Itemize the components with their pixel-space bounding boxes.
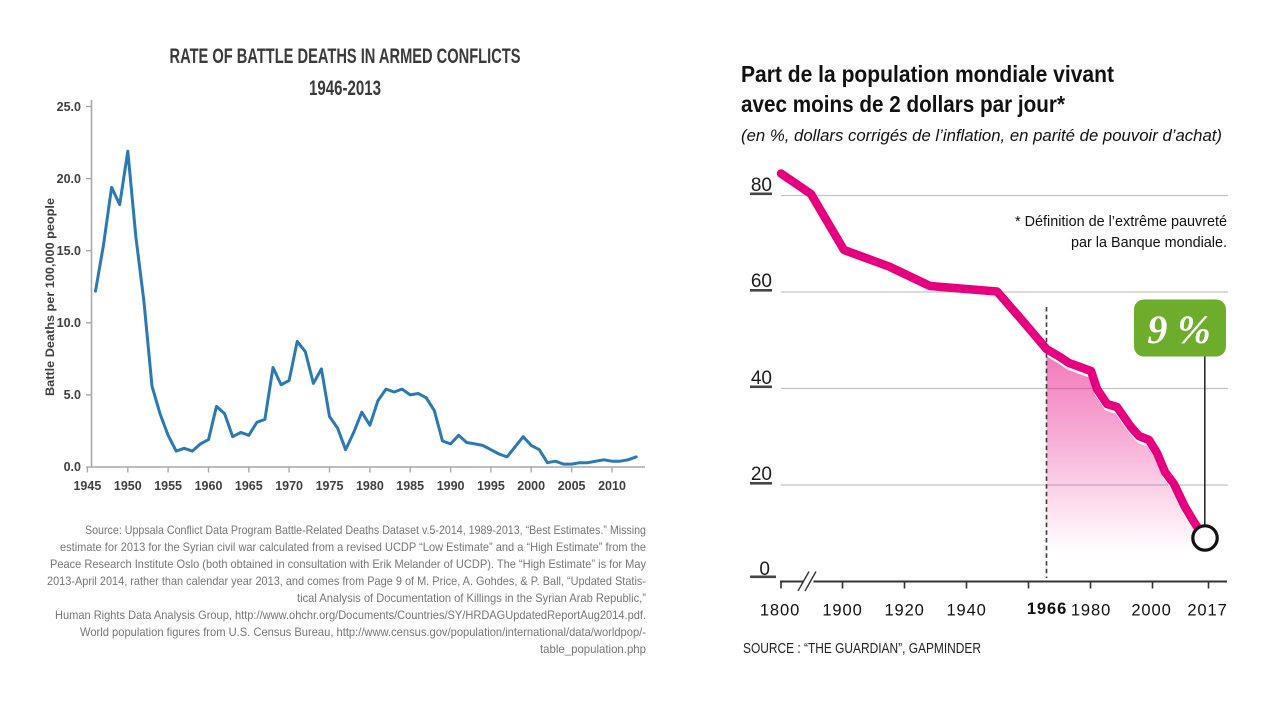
svg-text:tical Analysis of Documentatio: tical Analysis of Documentation of Killi… [297, 591, 646, 605]
svg-text:1900: 1900 [822, 602, 862, 620]
svg-text:10.0: 10.0 [57, 316, 81, 330]
svg-text:2013-April 2014, rather than c: 2013-April 2014, rather than calendar ye… [47, 574, 646, 588]
svg-text:2017: 2017 [1187, 602, 1227, 620]
svg-text:2005: 2005 [558, 479, 586, 493]
svg-text:2000: 2000 [1131, 602, 1171, 620]
svg-text:15.0: 15.0 [57, 244, 81, 258]
svg-text:Source: Uppsala Conflict Data: Source: Uppsala Conflict Data Program Ba… [85, 523, 646, 537]
svg-text:40: 40 [751, 368, 772, 389]
svg-text:1975: 1975 [316, 479, 344, 493]
svg-text:SOURCE : “THE GUARDIAN”, GAPMI: SOURCE : “THE GUARDIAN”, GAPMINDER [743, 641, 981, 657]
svg-text:Peace Research Institute Oslo: Peace Research Institute Oslo (both obta… [50, 557, 646, 571]
svg-text:25.0: 25.0 [57, 100, 81, 114]
svg-text:2010: 2010 [598, 479, 626, 493]
svg-text:9 %: 9 % [1147, 307, 1210, 352]
svg-text:* Définition de l’extrême pauv: * Définition de l’extrême pauvreté [1015, 213, 1227, 230]
svg-text:1990: 1990 [437, 479, 465, 493]
svg-text:par la Banque mondiale.: par la Banque mondiale. [1071, 234, 1227, 251]
svg-text:20: 20 [751, 464, 772, 485]
svg-text:5.0: 5.0 [64, 388, 81, 402]
svg-text:2000: 2000 [517, 479, 545, 493]
svg-text:Battle Deaths per 100,000 peop: Battle Deaths per 100,000 people [45, 198, 57, 396]
svg-text:1980: 1980 [1071, 602, 1111, 620]
svg-text:1946-2013: 1946-2013 [309, 76, 381, 100]
svg-text:estimate for 2013 for the Syri: estimate for 2013 for the Syrian civil w… [60, 540, 646, 554]
svg-text:0: 0 [759, 559, 770, 580]
svg-text:60: 60 [751, 271, 772, 292]
svg-text:table_population.php: table_population.php [540, 642, 646, 656]
svg-text:1970: 1970 [275, 479, 303, 493]
svg-text:(en %, dollars corrigés de l’i: (en %, dollars corrigés de l’inflation, … [741, 127, 1222, 145]
svg-text:1940: 1940 [946, 602, 986, 620]
svg-text:1995: 1995 [477, 479, 505, 493]
svg-text:20.0: 20.0 [57, 172, 81, 186]
svg-text:World population figures from: World population figures from U.S. Censu… [80, 625, 646, 639]
svg-text:1960: 1960 [195, 479, 223, 493]
svg-text:1985: 1985 [396, 479, 424, 493]
svg-text:avec moins de 2 dollars par jo: avec moins de 2 dollars par jour* [741, 91, 1066, 117]
svg-text:1955: 1955 [154, 479, 182, 493]
svg-text:1965: 1965 [235, 479, 263, 493]
svg-text:RATE OF BATTLE DEATHS IN ARMED: RATE OF BATTLE DEATHS IN ARMED CONFLICTS [170, 44, 521, 68]
svg-text:0.0: 0.0 [64, 460, 81, 474]
svg-text:1966: 1966 [1027, 600, 1067, 618]
svg-text:1800: 1800 [760, 602, 800, 620]
svg-text:1945: 1945 [73, 479, 101, 493]
svg-text:1950: 1950 [114, 479, 142, 493]
svg-text:Human Rights Data Analysis Gro: Human Rights Data Analysis Group, http:/… [55, 608, 646, 622]
svg-text:80: 80 [751, 175, 772, 196]
svg-text:1920: 1920 [884, 602, 924, 620]
svg-text:Part de la population mondiale: Part de la population mondiale vivant [741, 61, 1114, 87]
svg-text:1980: 1980 [356, 479, 384, 493]
